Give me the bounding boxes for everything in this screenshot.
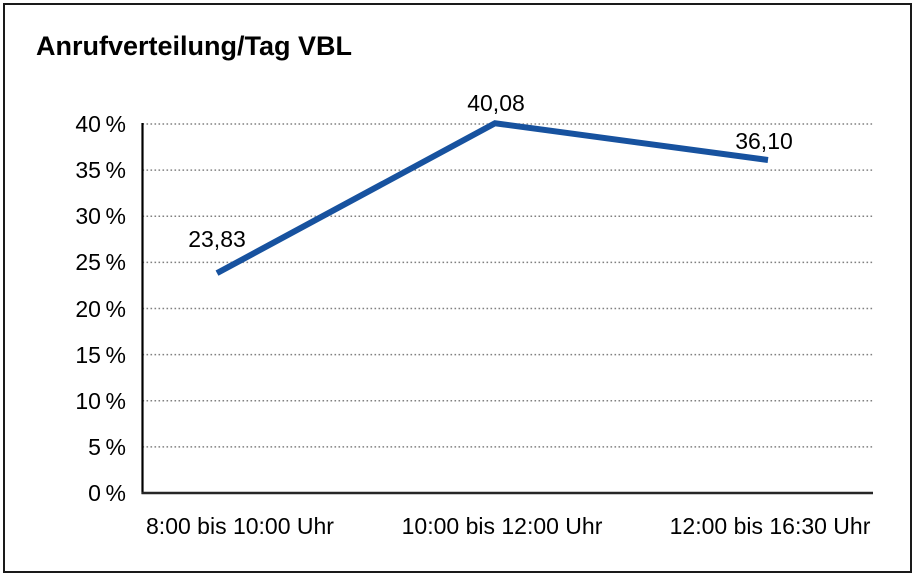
y-axis-tick-label: 35 % [75,157,126,183]
data-point-label: 36,10 [735,128,793,154]
y-axis-tick-label: 25 % [75,249,126,275]
x-axis-category-label: 12:00 bis 16:30 Uhr [669,513,871,539]
data-point-label: 23,83 [188,226,246,252]
chart-title: Anrufverteilung/Tag VBL [36,31,353,61]
y-axis-tick-label: 0 % [88,480,126,506]
y-axis-tick-label: 15 % [75,342,126,368]
x-axis-category-label: 8:00 bis 10:00 Uhr [146,513,334,539]
y-axis-tick-label: 20 % [75,296,126,322]
y-axis-tick-label: 5 % [88,434,126,460]
x-axis-category-label: 10:00 bis 12:00 Uhr [401,513,603,539]
data-line [215,120,769,276]
y-axis-tick-label: 10 % [75,388,126,414]
data-point-label: 40,08 [467,90,525,116]
y-axis-tick-label: 30 % [75,203,126,229]
y-axis-tick-label: 40 % [75,111,126,137]
